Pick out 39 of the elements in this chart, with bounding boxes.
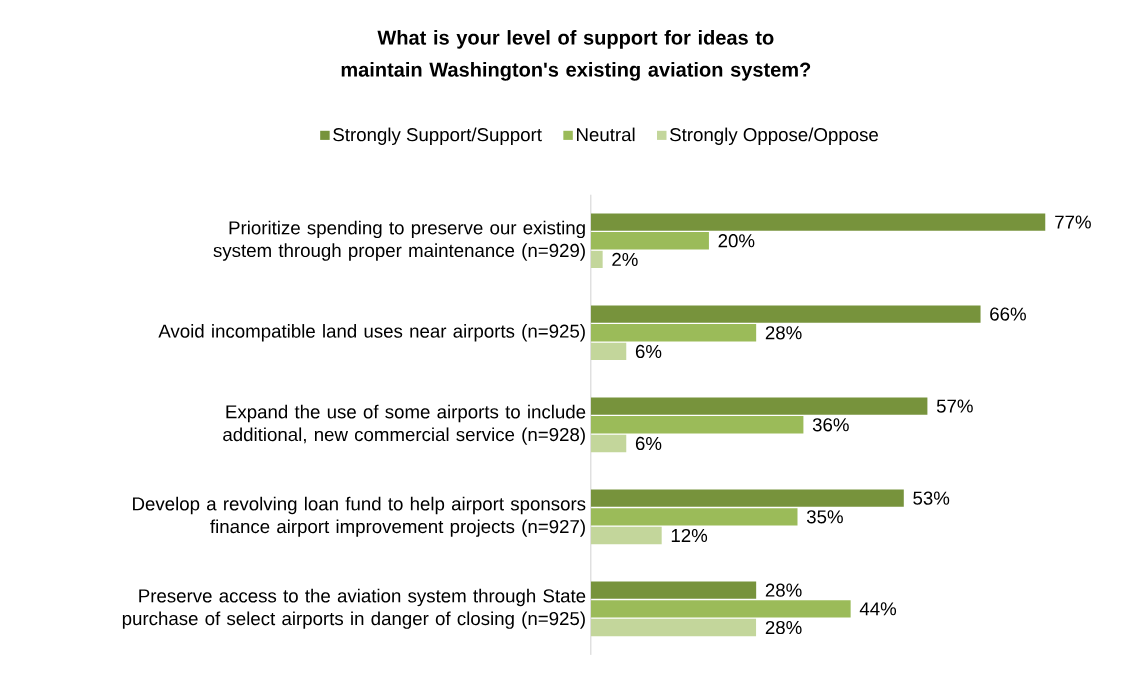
bar (590, 581, 757, 600)
data-label: 6% (635, 345, 662, 359)
bar (590, 213, 1046, 231)
bar (590, 489, 904, 508)
data-label: 66% (990, 307, 1026, 321)
bar (590, 527, 662, 545)
bar (590, 324, 757, 342)
bar (590, 305, 981, 323)
y-tick-label: Expand the use of some airports to include additional, new commercial service (n=928) (223, 404, 586, 446)
data-label: 36% (812, 418, 849, 432)
y-tick-label: Preserve access to the aviation system through State purchase of select airports in danger of closing (n=925) (122, 589, 586, 630)
bar (590, 250, 603, 269)
legend-label: Strongly Oppose/Oppose (670, 127, 878, 146)
y-tick-label: Develop a revolving loan fund to help airport sponsors finance airport improvement projects (n=927) (133, 497, 586, 538)
bar (590, 343, 627, 361)
legend-label: Neutral (577, 127, 635, 142)
bar (590, 232, 709, 250)
data-label: 6% (635, 437, 662, 451)
legend-label: Strongly Support/Support (333, 127, 542, 146)
data-label: 77% (1055, 215, 1091, 229)
bar (590, 435, 627, 453)
data-label: 35% (806, 510, 843, 524)
data-label: 20% (718, 234, 755, 248)
data-label: 44% (859, 602, 897, 616)
bar (590, 600, 851, 618)
bar (590, 508, 798, 526)
data-label: 53% (913, 491, 950, 505)
y-tick-label: Avoid incompatible land uses near airports (n=925) (158, 324, 585, 342)
data-label: 12% (671, 529, 708, 543)
data-label: 28% (765, 621, 802, 635)
data-label: 28% (765, 583, 802, 598)
data-label: 28% (765, 326, 802, 340)
bar (590, 416, 804, 434)
chart-title: What is your level of support for ideas to maintain Washington's existing aviation system? (341, 30, 811, 82)
bar (590, 397, 928, 416)
data-label: 57% (936, 399, 973, 413)
bar (590, 619, 757, 637)
data-label: 2% (612, 253, 638, 267)
y-tick-label: Prioritize spending to preserve our existing system through proper maintenance (n=929) (213, 220, 585, 262)
